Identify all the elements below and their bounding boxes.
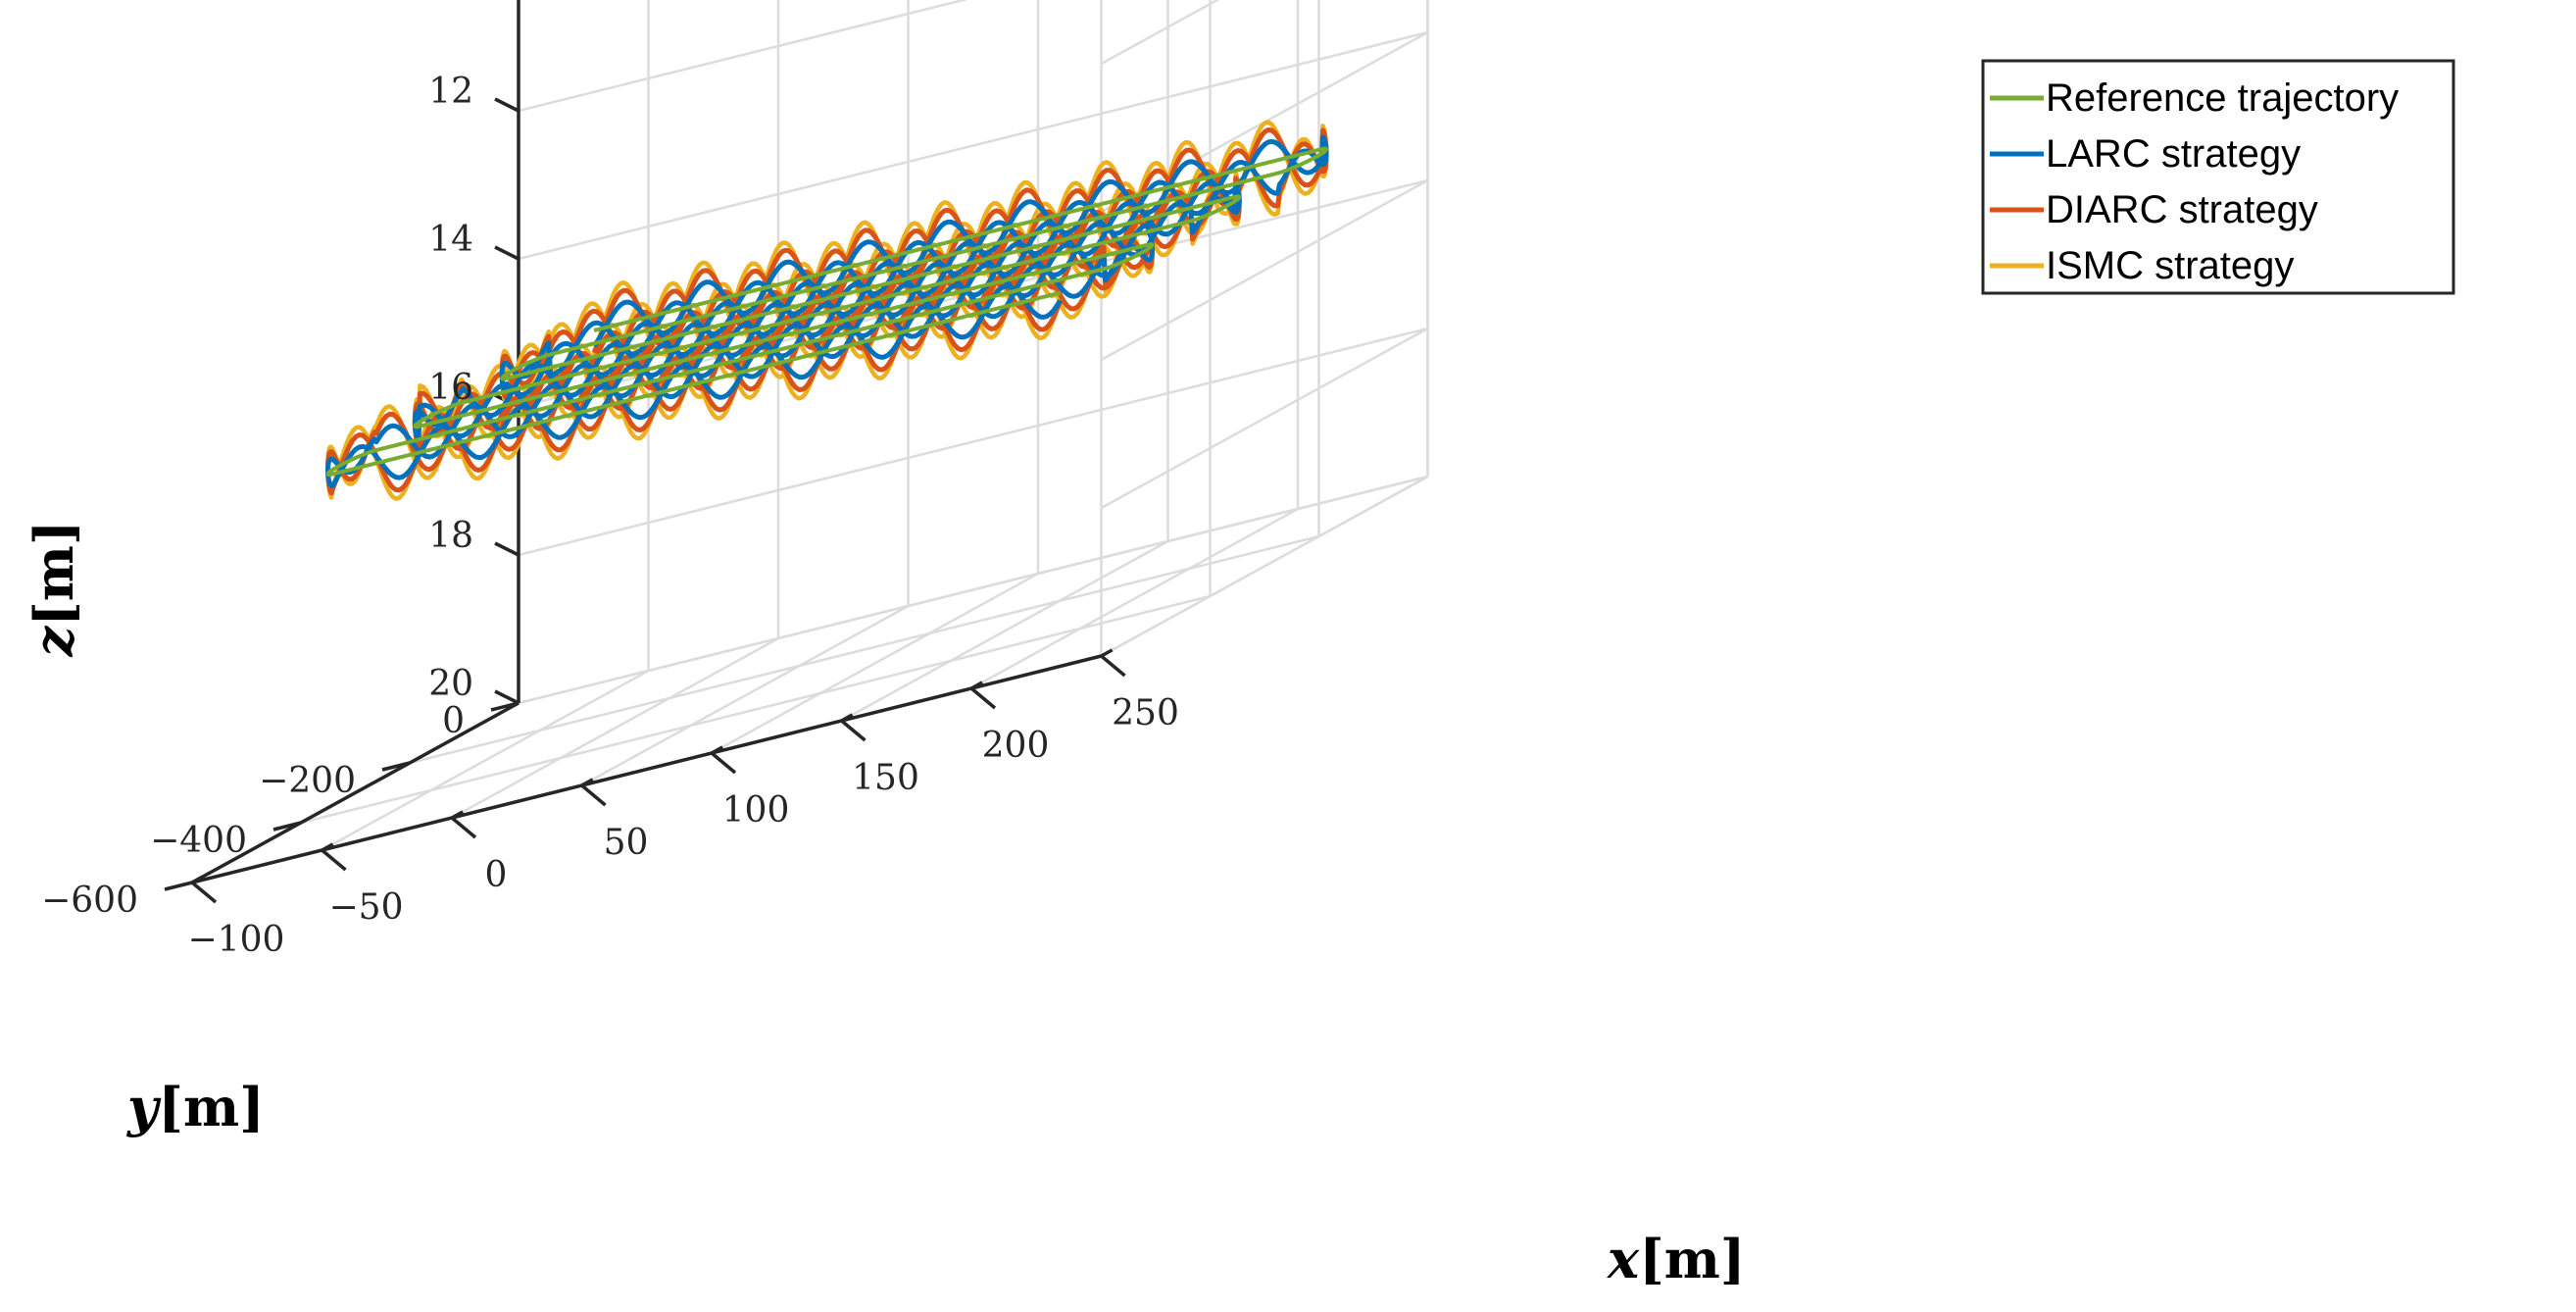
side-wall-gridline-z-4: [1100, 327, 1429, 510]
x-tick-mark-out-1: [321, 848, 347, 872]
axes-layer: [164, 0, 1126, 904]
z-tick-label-5: 20: [428, 664, 473, 704]
floor-gridline-x-3: [580, 604, 910, 787]
floor-gridline-y-1: [409, 534, 1319, 765]
back-wall-gridline-z-2: [518, 30, 1428, 261]
z-tick-mark-2: [494, 245, 520, 261]
floor-gridline-x-4: [711, 572, 1039, 755]
back-wall-gridline-z-4: [518, 327, 1428, 557]
y-tick-mark-1: [381, 761, 411, 772]
z-axis-label: z[m]: [23, 521, 85, 658]
y-tick-label-1: −200: [259, 761, 356, 801]
back-wall-gridline-z-5: [518, 475, 1428, 705]
x-tick-label-2: 0: [485, 855, 508, 895]
side-wall-gridline-z-3: [1100, 178, 1429, 362]
side-wall-gridline-z-1: [1100, 0, 1220, 66]
trajectory-layer: [325, 120, 1329, 501]
legend-label-ismc: ISMC strategy: [2046, 244, 2294, 287]
x-tick-label-3: 50: [604, 823, 649, 863]
z-tick-label-3: 16: [428, 368, 473, 408]
legend-entry-diarc: DIARC strategy: [1990, 188, 2318, 231]
x-tick-mark-7: [1100, 648, 1114, 658]
y-tick-mark-0: [490, 701, 520, 712]
z-tick-label-2: 14: [428, 220, 473, 260]
x-tick-label-6: 200: [982, 726, 1050, 766]
y-axis-label: y[m]: [126, 1076, 265, 1138]
x-tick-mark-out-6: [969, 686, 997, 710]
y-tick-mark-2: [272, 821, 302, 832]
x-tick-label-0: −100: [188, 920, 285, 960]
x-tick-mark-out-0: [190, 881, 218, 904]
legend-entry-reference: Reference trajectory: [1990, 76, 2399, 120]
x-tick-label-7: 250: [1112, 693, 1179, 733]
x-tick-mark-out-7: [1100, 654, 1126, 678]
x-axis-line: [191, 654, 1102, 884]
y-axis-line: [191, 701, 520, 884]
tick-labels: −100−500501001502002500−200−400−60010121…: [41, 72, 1179, 960]
y-tick-label-3: −600: [41, 881, 138, 921]
series-line-reference-trajectory: [325, 146, 1329, 477]
x-tick-mark-3: [580, 778, 594, 787]
legend-label-reference: Reference trajectory: [2046, 76, 2399, 120]
legend: Reference trajectory LARC strategy DIARC…: [1981, 59, 2455, 295]
x-tick-mark-out-2: [450, 816, 477, 839]
floor-gridline-x-6: [970, 507, 1299, 690]
z-tick-mark-4: [494, 541, 520, 557]
legend-entry-larc: LARC strategy: [1990, 132, 2301, 176]
x-tick-label-5: 150: [852, 758, 919, 798]
x-tick-mark-0: [191, 875, 204, 884]
floor-gridline-x-5: [840, 539, 1169, 723]
legend-label-diarc: DIARC strategy: [2046, 188, 2318, 231]
legend-entry-ismc: ISMC strategy: [1990, 244, 2294, 287]
z-tick-label-1: 12: [428, 72, 473, 112]
back-wall-gridline-z-1: [518, 0, 968, 113]
x-tick-mark-2: [451, 810, 464, 820]
floor-gridline-y-2: [300, 594, 1211, 825]
z-tick-mark-5: [494, 689, 520, 705]
floor-gridline-x-1: [321, 669, 650, 852]
legend-box: [1981, 59, 2455, 295]
x-tick-label-1: −50: [329, 887, 404, 928]
side-wall-gridline-z-5: [1100, 475, 1429, 658]
z-tick-mark-1: [494, 97, 520, 113]
x-tick-mark-1: [321, 842, 334, 852]
x-tick-label-4: 100: [722, 790, 790, 831]
y-tick-mark-3: [164, 881, 193, 891]
legend-label-larc: LARC strategy: [2046, 132, 2301, 176]
floor-gridline-x-2: [451, 636, 779, 820]
x-tick-mark-5: [840, 713, 854, 723]
x-tick-mark-6: [970, 681, 983, 690]
x-tick-mark-out-4: [710, 751, 737, 775]
x-tick-mark-out-3: [580, 783, 607, 807]
x-tick-mark-out-5: [840, 719, 867, 742]
y-tick-label-0: 0: [442, 701, 465, 741]
z-tick-label-4: 18: [428, 516, 473, 556]
x-tick-mark-4: [711, 745, 723, 755]
y-tick-label-2: −400: [150, 821, 247, 861]
x-axis-label: x[m]: [1607, 1228, 1745, 1290]
